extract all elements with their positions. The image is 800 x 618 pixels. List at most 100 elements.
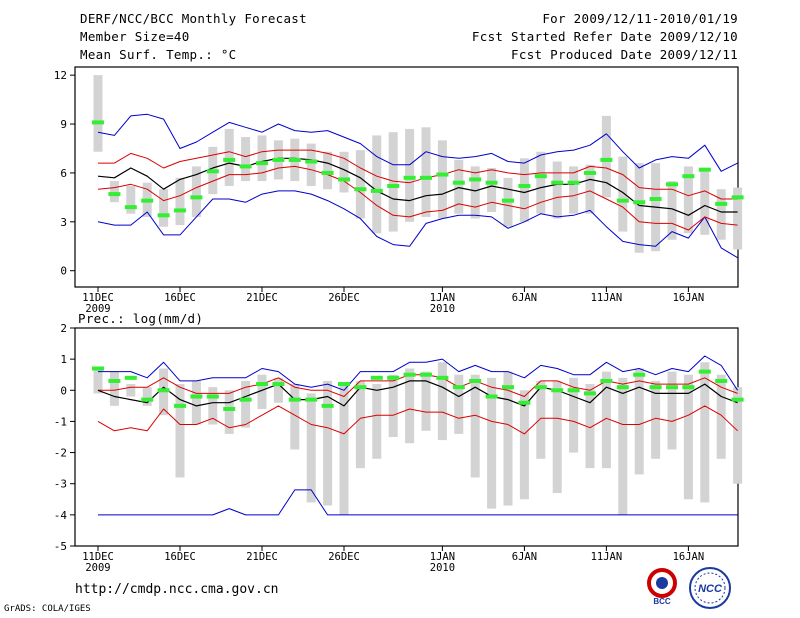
- temp-green-marker: [600, 157, 613, 162]
- temp-green-marker: [174, 208, 186, 213]
- bcc-logo: BCC: [647, 568, 677, 606]
- precip-spread-box: [503, 371, 513, 506]
- temp-spread-box: [618, 156, 628, 232]
- precip-green-marker: [174, 403, 186, 408]
- precip-green-marker: [649, 385, 662, 390]
- precip-spread-box: [290, 384, 300, 450]
- ncc-logo-inner-ring: [694, 572, 726, 604]
- ncc-logo-text: NCC: [698, 583, 723, 595]
- precip-green-marker: [452, 385, 465, 390]
- precip-green-marker: [485, 394, 498, 399]
- precip-spread-box: [93, 368, 103, 394]
- precip-green-marker: [633, 372, 646, 377]
- temp-spread-box: [667, 181, 677, 240]
- temp-spread-box: [126, 185, 136, 214]
- member-size: Member Size=40: [80, 29, 190, 44]
- temp-green-marker: [420, 175, 432, 180]
- temp-green-marker: [239, 164, 252, 169]
- forecast-period: For 2009/12/11-2010/01/19: [542, 11, 738, 26]
- precip-y-tick-label: -4: [54, 509, 68, 522]
- precip-green-marker: [256, 382, 268, 387]
- precip-x-tick-year: 2010: [430, 562, 455, 574]
- precip-y-tick-label: -3: [54, 478, 67, 491]
- temp-green-marker: [436, 172, 449, 177]
- precip-spread-box: [683, 374, 693, 500]
- temp-green-marker: [124, 205, 137, 210]
- precip-green-marker: [272, 382, 285, 387]
- precip-spread-box: [126, 384, 136, 397]
- temp-spread-box: [716, 189, 726, 240]
- bcc-logo-ring: [647, 568, 677, 598]
- precip-green-marker: [124, 375, 137, 380]
- precip-spread-box: [651, 380, 661, 459]
- temp-green-marker: [305, 159, 318, 164]
- temp-spread-box: [388, 132, 398, 232]
- precip-green-marker: [666, 385, 678, 390]
- precip-spread-box: [421, 371, 431, 431]
- precip-spread-box: [716, 374, 726, 459]
- temp-spread-box: [109, 181, 119, 203]
- temp-spread-box: [175, 177, 185, 226]
- precip-green-marker: [551, 388, 564, 393]
- temp-spread-box: [683, 166, 693, 234]
- precip-green-marker: [420, 372, 432, 377]
- precip-spread-box: [175, 384, 185, 478]
- precip-spread-box: [339, 384, 349, 515]
- precip-y-tick-label: -1: [54, 415, 67, 428]
- precip-green-marker: [584, 391, 596, 396]
- precip-y-tick-label: 0: [60, 384, 67, 397]
- temp-green-marker: [157, 213, 170, 218]
- precip-spread-box: [634, 368, 644, 475]
- temp-spread-box: [421, 127, 431, 217]
- temp-green-marker: [551, 180, 564, 185]
- precip-green-marker: [469, 378, 482, 383]
- temp-x-tick-year: 2010: [430, 303, 455, 315]
- temp-x-tick-label: 1JAN: [430, 292, 455, 304]
- precip-green-marker: [223, 406, 236, 411]
- precip-spread-box: [142, 387, 152, 406]
- temp-green-marker: [731, 195, 744, 200]
- temp-green-marker: [141, 198, 154, 203]
- temp-green-marker: [502, 198, 514, 203]
- temp-green-marker: [698, 167, 711, 172]
- precip-blue-upper-line: [98, 355, 739, 391]
- precip-green-marker: [403, 372, 416, 377]
- precip-green-marker: [731, 397, 744, 402]
- temp-x-tick-year: 2009: [85, 303, 110, 315]
- precip-spread-box: [618, 377, 628, 515]
- temp-y-tick-label: 0: [60, 265, 67, 278]
- temp-spread-box: [323, 151, 333, 190]
- precip-green-marker: [157, 388, 170, 393]
- temp-x-tick-label: 26DEC: [328, 292, 360, 304]
- temp-green-marker: [370, 188, 383, 193]
- temp-blue-lower-line: [97, 190, 738, 259]
- ncc-logo-ring: [689, 567, 731, 609]
- temp-green-marker: [190, 195, 203, 200]
- precip-spread-box: [519, 390, 529, 500]
- temp-green-marker: [518, 183, 531, 188]
- temp-spread-box: [454, 159, 464, 214]
- temp-green-marker: [92, 120, 104, 125]
- chart-title: DERF/NCC/BCC Monthly Forecast: [80, 11, 307, 26]
- precip-spread-box: [405, 368, 415, 444]
- temp-spread-box: [306, 143, 316, 186]
- source-url: http://cmdp.ncc.cma.gov.cn: [75, 582, 279, 597]
- temp-x-tick-label: 16JAN: [673, 292, 705, 304]
- ncc-logo: NCC: [689, 567, 731, 609]
- temp-y-tick-label: 9: [60, 118, 67, 131]
- precip-spread-box: [191, 380, 201, 425]
- precip-green-marker: [387, 375, 400, 380]
- temp-green-marker: [108, 192, 121, 197]
- precip-x-tick-year: 2009: [85, 562, 110, 574]
- temp-green-marker: [206, 169, 219, 174]
- precip-green-marker: [715, 378, 728, 383]
- precip-green-marker: [92, 366, 104, 371]
- precip-x-tick-label: 16DEC: [164, 551, 196, 563]
- temp-spread-box: [487, 168, 497, 213]
- temp-green-marker: [666, 182, 678, 187]
- precip-spread-box: [536, 380, 546, 459]
- temp-spread-box: [257, 135, 267, 182]
- precip-spread-box: [454, 374, 464, 434]
- precip-y-tick-label: -5: [54, 540, 67, 553]
